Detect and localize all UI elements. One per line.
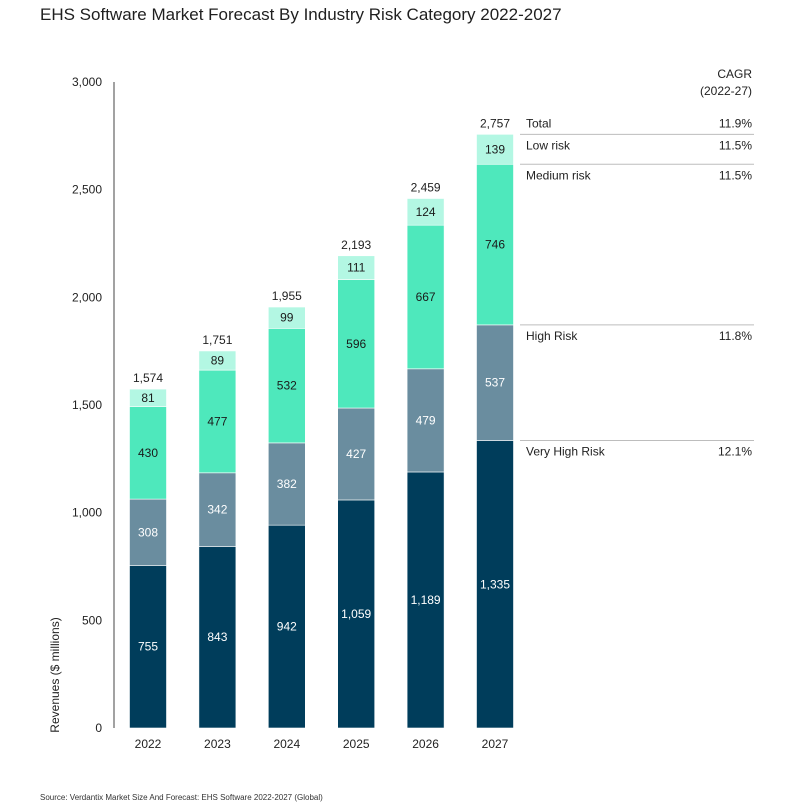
y-tick-label: 500 <box>82 613 102 627</box>
bar-segment <box>406 198 445 226</box>
bar-value-label: 1,059 <box>341 607 371 621</box>
cagr-row-value: 11.9% <box>719 116 752 130</box>
cagr-row-name: Low risk <box>526 138 571 152</box>
bar-segment <box>267 306 306 329</box>
bar-value-label: 596 <box>346 337 366 351</box>
cagr-row-name: High Risk <box>526 329 578 343</box>
x-tick-label: 2022 <box>135 737 162 751</box>
bar-segment <box>129 565 167 729</box>
bar-segment <box>476 440 514 729</box>
bar-segment <box>267 524 306 729</box>
bar-value-label: 1,335 <box>480 577 510 591</box>
cagr-header-period: (2022-27) <box>700 84 752 98</box>
cagr-row-value: 11.8% <box>719 329 752 343</box>
bar-value-label: 843 <box>207 630 227 644</box>
cagr-row-name: Total <box>526 116 551 130</box>
bar-value-label: 99 <box>280 311 294 325</box>
y-tick-label: 1,000 <box>72 506 102 520</box>
bar-total-label: 2,459 <box>411 180 441 194</box>
bar-value-label: 308 <box>138 525 158 539</box>
bar-total-label: 2,757 <box>480 116 510 130</box>
bar-value-label: 89 <box>211 354 225 368</box>
bar-segment <box>476 134 514 165</box>
bar-value-label: 667 <box>416 290 436 304</box>
bar-segment <box>198 472 237 547</box>
bar-segment <box>198 369 237 474</box>
bar-value-label: 479 <box>416 413 436 427</box>
cagr-header: CAGR <box>717 67 752 81</box>
bar-value-label: 1,189 <box>411 593 441 607</box>
bar-segment <box>198 546 237 729</box>
source-note: Source: Verdantix Market Size And Foreca… <box>40 793 323 802</box>
bar-value-label: 942 <box>277 620 297 634</box>
bar-segment <box>198 350 237 371</box>
bar-segment <box>406 471 445 729</box>
y-tick-label: 0 <box>95 721 102 735</box>
bar-segment <box>337 499 376 729</box>
bar-total-label: 1,751 <box>202 333 232 347</box>
x-tick-label: 2025 <box>343 737 370 751</box>
bar-segment <box>129 498 167 566</box>
bar-value-label: 139 <box>485 142 505 156</box>
bar-value-label: 746 <box>485 238 505 252</box>
bar-value-label: 81 <box>141 391 155 405</box>
bar-segment <box>129 388 167 407</box>
x-tick-label: 2027 <box>482 737 509 751</box>
bar-value-label: 111 <box>347 261 366 275</box>
cagr-row-name: Medium risk <box>526 168 592 182</box>
bar-segment <box>337 255 376 280</box>
cagr-row-value: 11.5% <box>719 168 752 182</box>
bar-value-label: 532 <box>277 379 297 393</box>
x-tick-label: 2026 <box>412 737 439 751</box>
bar-segment <box>267 328 306 444</box>
bar-value-label: 477 <box>207 414 227 428</box>
x-tick-label: 2024 <box>273 737 300 751</box>
bar-value-label: 124 <box>416 205 436 219</box>
cagr-row-value: 12.1% <box>718 445 752 459</box>
bar-segment <box>476 163 514 326</box>
bar-value-label: 427 <box>346 447 366 461</box>
bar-value-label: 537 <box>485 376 505 390</box>
x-tick-label: 2023 <box>204 737 231 751</box>
y-tick-label: 1,500 <box>72 398 102 412</box>
bar-value-label: 342 <box>207 503 227 517</box>
bar-value-label: 382 <box>277 477 297 491</box>
y-tick-label: 2,500 <box>72 183 102 197</box>
y-tick-label: 2,000 <box>72 290 102 304</box>
y-axis-label: Revenues ($ millions) <box>48 617 62 732</box>
bar-segment <box>476 324 514 441</box>
bar-value-label: 430 <box>138 446 158 460</box>
bar-segment <box>406 224 445 370</box>
bar-segment <box>337 279 376 409</box>
cagr-row-value: 11.5% <box>719 138 752 152</box>
bar-segment <box>267 442 306 526</box>
bar-segment <box>129 406 167 500</box>
bar-total-label: 1,574 <box>133 371 163 385</box>
bar-total-label: 1,955 <box>272 289 302 303</box>
bar-total-label: 2,193 <box>341 238 371 252</box>
bar-segment <box>406 368 445 473</box>
cagr-row-name: Very High Risk <box>526 445 606 459</box>
bar-value-label: 755 <box>138 640 158 654</box>
bar-segment <box>337 407 376 501</box>
y-tick-label: 3,000 <box>72 75 102 89</box>
chart-title: EHS Software Market Forecast By Industry… <box>40 5 562 24</box>
